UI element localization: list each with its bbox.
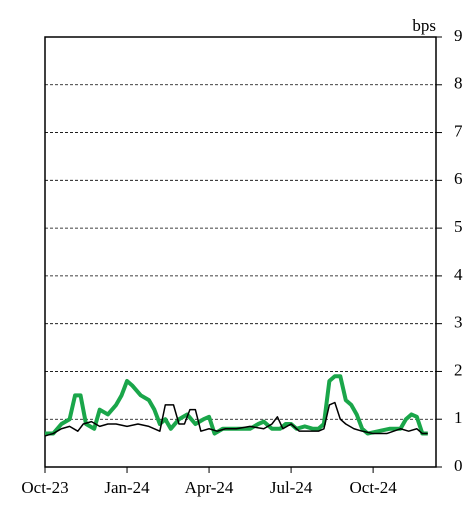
plot-frame	[44, 36, 437, 468]
line-series	[45, 374, 428, 436]
x-tick-label: Apr-24	[185, 478, 234, 497]
y-tick-label: 9	[454, 26, 463, 45]
x-tick-label: Jan-24	[104, 478, 150, 497]
line-series	[44, 401, 428, 437]
y-tick-label: 4	[454, 265, 463, 284]
x-tick-label: Jul-24	[270, 478, 313, 497]
y-tick-label: 8	[454, 74, 463, 93]
y-tick-label: 2	[454, 360, 463, 379]
x-tick-label: Oct-23	[21, 478, 68, 497]
y-tick-label: 7	[454, 121, 463, 140]
x-tick-label: Oct-24	[350, 478, 398, 497]
y-tick-label: 0	[454, 456, 463, 475]
y-tick-label: 3	[454, 313, 463, 332]
y-tick-label: 5	[454, 217, 463, 236]
y-axis-label: bps	[412, 16, 436, 35]
y-tick-label: 1	[454, 408, 463, 427]
y-tick-label: 6	[454, 169, 463, 188]
